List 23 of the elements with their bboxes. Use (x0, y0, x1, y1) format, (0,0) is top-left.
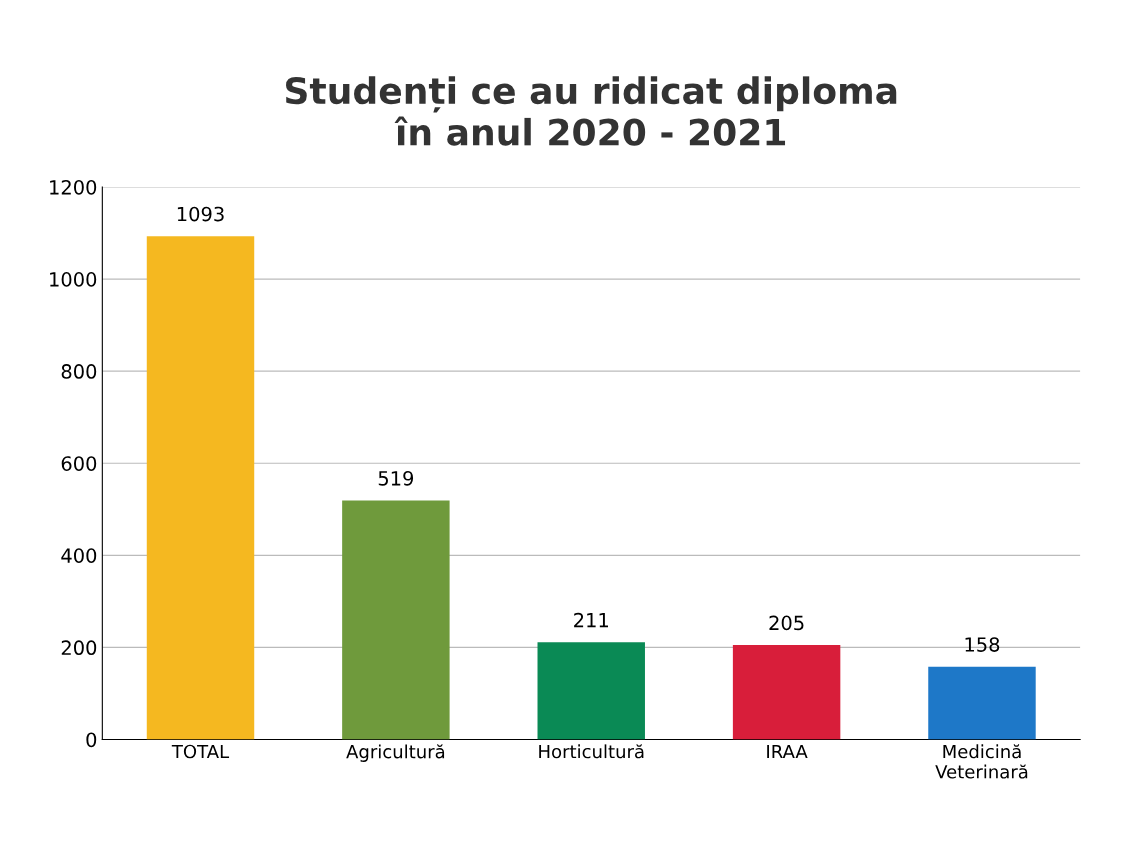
data-label: 211 (574, 612, 608, 628)
y-tick-label: 0 (86, 732, 97, 748)
x-tick-label: Medicină Veterinară (935, 744, 1028, 779)
y-tick-label: 1200 (50, 179, 97, 195)
data-label: 205 (769, 615, 804, 631)
data-label: 158 (965, 637, 1000, 652)
chart-title: Studenți ce au ridicat diploma în anul 2020 - 2021 (286, 76, 897, 146)
bar (928, 666, 1036, 740)
data-label: 519 (378, 470, 414, 486)
x-tick-label: Agricultură (346, 744, 445, 762)
y-tick-label: 800 (61, 364, 97, 379)
y-tick-label: 200 (61, 640, 97, 656)
bar (342, 500, 450, 740)
y-tick-label: 1000 (50, 272, 97, 287)
x-tick-label: Horticultură (539, 744, 644, 759)
y-tick-label: 600 (61, 456, 97, 471)
bar (732, 645, 841, 740)
bar (146, 236, 255, 740)
x-tick-label: TOTAL (171, 744, 230, 759)
data-label: 1093 (177, 206, 224, 222)
x-tick-label: IRAA (767, 744, 808, 759)
y-tick-label: 400 (61, 548, 97, 563)
bar (537, 642, 645, 740)
